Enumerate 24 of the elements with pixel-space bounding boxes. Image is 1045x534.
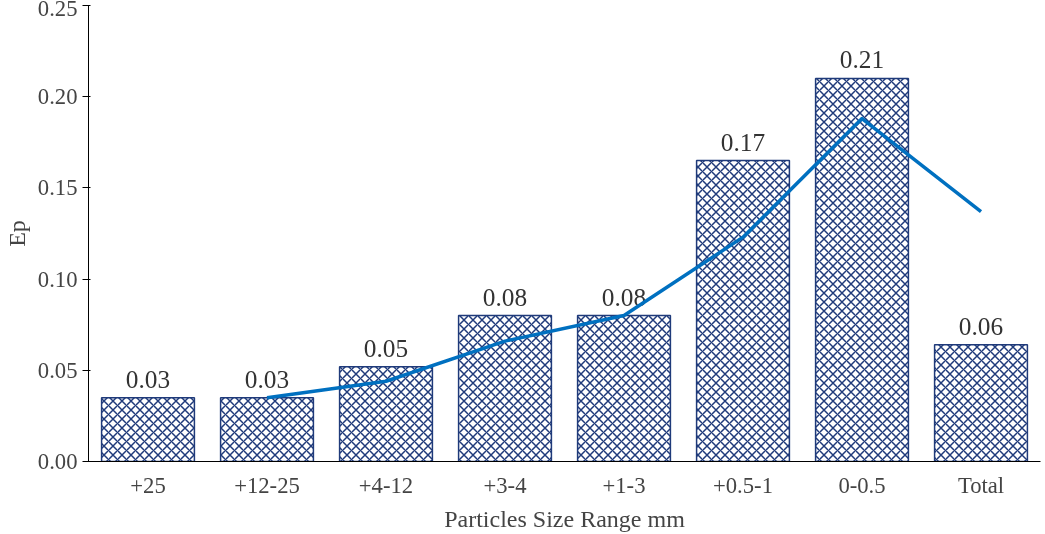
data-label: 0.08 <box>601 282 647 311</box>
x-tick-label: 0-0.5 <box>838 472 886 498</box>
x-tick-label: +25 <box>130 472 166 498</box>
y-tick-label: 0.25 <box>37 0 78 21</box>
data-label: 0.05 <box>363 333 409 362</box>
y-tick-label: 0.15 <box>37 175 78 201</box>
x-tick-label: +3-4 <box>483 472 527 498</box>
x-tick-label: Total <box>957 472 1005 498</box>
data-label: 0.03 <box>244 364 290 393</box>
y-tick-label: 0.05 <box>37 357 78 383</box>
x-axis-title: Particles Size Range mm <box>444 505 686 532</box>
data-label: 0.17 <box>720 127 766 156</box>
x-tick-label: +0.5-1 <box>713 472 773 498</box>
data-label: 0.08 <box>482 282 528 311</box>
y-axis-title: Ep <box>3 220 30 247</box>
y-tick-label: 0.00 <box>37 449 78 474</box>
data-label: 0.06 <box>958 311 1004 340</box>
x-tick-label: +1-3 <box>602 472 646 498</box>
x-tick-label: +12-25 <box>234 472 300 498</box>
data-label: 0.21 <box>839 45 885 74</box>
data-label: 0.03 <box>125 364 171 393</box>
x-tick-label: +4-12 <box>358 472 414 498</box>
y-tick-label: 0.10 <box>37 266 78 292</box>
y-tick-label: 0.20 <box>37 84 78 110</box>
